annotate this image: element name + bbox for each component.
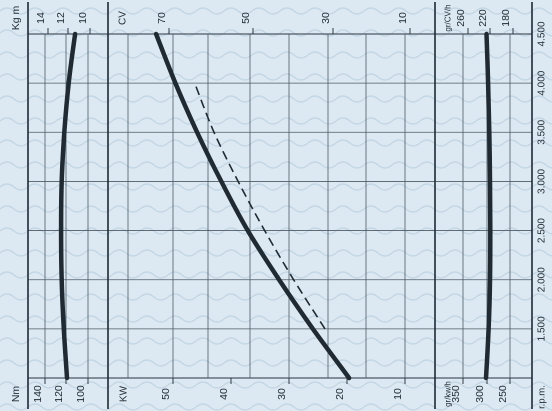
rpm-tick-3-500: 3.500 xyxy=(537,119,548,144)
header-tick-power-70: 70 xyxy=(156,12,168,24)
rpm-tick-4-000: 4.000 xyxy=(537,70,548,95)
curve-power-dashed-2 xyxy=(193,82,326,330)
rpm-tick-4-500: 4.500 xyxy=(537,21,548,46)
grid xyxy=(27,2,533,409)
header-units-torque: Kg m xyxy=(10,5,22,30)
footer-units-consumption: gr/kw/h xyxy=(444,381,453,407)
footer-tick-power-10: 10 xyxy=(392,388,404,400)
rpm-tick-2-500: 2.500 xyxy=(537,218,548,243)
footer-units-power: KW xyxy=(119,385,130,402)
curve-power-solid-1 xyxy=(153,31,352,381)
header-tick-power-30: 30 xyxy=(320,12,332,24)
footer-tick-power-20: 20 xyxy=(334,388,346,400)
header-units-power: CV xyxy=(118,11,129,25)
header-tick-consumption-260: 260 xyxy=(455,9,467,27)
header-tick-torque-12: 12 xyxy=(55,12,67,24)
footer-tick-power-40: 40 xyxy=(218,388,230,400)
footer-tick-power-30: 30 xyxy=(276,388,288,400)
footer-tick-consumption-250: 250 xyxy=(497,385,509,403)
footer-tick-power-50: 50 xyxy=(160,388,172,400)
footer-tick-torque-120: 120 xyxy=(53,385,65,403)
rpm-tick-1-500: 1.500 xyxy=(537,316,548,341)
footer-units-torque: Nm xyxy=(10,386,22,403)
rpm-axis: r.p.m. 1.500 2.000 2.500 3.000 3.500 4.000 4.50… xyxy=(537,21,548,409)
curve-torque-solid-0 xyxy=(58,31,78,381)
curves xyxy=(58,31,493,381)
footer-tick-consumption-300: 300 xyxy=(474,385,486,403)
rpm-tick-2-000: 2.000 xyxy=(537,267,548,292)
rpm-axis-label: r.p.m. xyxy=(537,385,548,409)
footer-tick-torque-140: 140 xyxy=(32,385,44,403)
header-units-consumption: gr/CV/h xyxy=(444,4,453,31)
axis-headers: Kg m 14 12 10 CV 70 50 30 10 gr/CV/h 260 220 180 xyxy=(10,4,514,34)
header-tick-power-50: 50 xyxy=(240,12,252,24)
header-tick-torque-14: 14 xyxy=(35,12,47,24)
footer-tick-torque-100: 100 xyxy=(75,385,87,403)
footer-tick-consumption-350: 350 xyxy=(450,385,462,403)
header-tick-power-10: 10 xyxy=(397,12,409,24)
header-tick-consumption-180: 180 xyxy=(500,9,512,27)
rpm-tick-3-000: 3.000 xyxy=(537,168,548,193)
header-tick-consumption-220: 220 xyxy=(477,9,489,27)
curve-consumption-solid-3 xyxy=(483,31,493,381)
header-tick-torque-10: 10 xyxy=(77,12,89,24)
